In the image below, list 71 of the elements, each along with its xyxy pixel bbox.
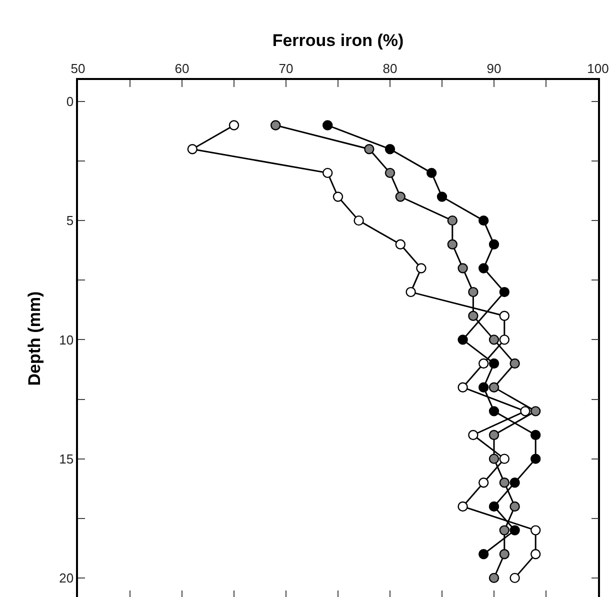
point	[499, 454, 510, 464]
y-tick-label: 20	[59, 570, 74, 586]
point	[416, 263, 426, 274]
x-tick-label: 50	[70, 61, 86, 76]
point	[499, 549, 510, 560]
point	[488, 572, 500, 584]
y-axis-title: Depth (mm)	[25, 291, 44, 386]
point	[530, 406, 541, 416]
point	[447, 215, 458, 226]
point	[458, 263, 468, 274]
point	[499, 525, 510, 536]
point	[384, 168, 396, 178]
point	[426, 168, 437, 178]
point	[488, 430, 500, 440]
x-tick-label: 90	[486, 61, 502, 76]
point	[530, 430, 541, 440]
point	[332, 192, 344, 202]
point	[530, 525, 541, 536]
point	[530, 454, 541, 464]
point	[458, 382, 468, 392]
point	[510, 525, 520, 536]
point	[478, 478, 489, 488]
point	[520, 406, 530, 416]
point	[478, 263, 489, 274]
point	[488, 501, 500, 512]
point	[354, 215, 364, 226]
point	[488, 382, 500, 392]
point	[510, 572, 520, 584]
point	[270, 120, 281, 130]
x-tick-label: 60	[174, 61, 190, 76]
point	[406, 286, 416, 298]
point	[364, 144, 374, 154]
point	[488, 239, 500, 250]
point	[478, 215, 489, 226]
x-tick-label: 100	[587, 61, 609, 76]
point	[458, 334, 468, 345]
point	[499, 310, 510, 321]
point	[468, 286, 478, 298]
point	[530, 549, 541, 560]
point	[458, 501, 468, 512]
y-tick-label: 5	[66, 213, 74, 228]
point	[478, 549, 489, 560]
x-axis-title: Ferrous iron (%)	[272, 31, 404, 50]
point	[384, 144, 396, 154]
point	[488, 358, 500, 369]
point	[499, 334, 510, 345]
point	[478, 358, 489, 369]
point	[468, 430, 478, 440]
point	[499, 286, 510, 298]
point	[510, 501, 520, 512]
point	[395, 239, 406, 250]
point	[510, 358, 520, 369]
point	[488, 334, 500, 345]
point	[488, 454, 500, 464]
point	[228, 120, 240, 130]
x-tick-label: 80	[382, 61, 398, 76]
point	[468, 310, 478, 321]
point	[447, 239, 458, 250]
x-tick-label: 70	[278, 61, 294, 76]
point	[322, 120, 333, 130]
y-tick-label: 0	[66, 94, 74, 109]
point	[499, 478, 510, 488]
point	[395, 192, 406, 202]
point	[322, 168, 333, 178]
point	[478, 382, 489, 392]
point	[488, 406, 500, 416]
y-tick-label: 10	[59, 332, 74, 348]
point	[436, 192, 448, 202]
point	[187, 144, 198, 154]
point	[510, 478, 520, 488]
y-tick-label: 15	[59, 451, 74, 466]
